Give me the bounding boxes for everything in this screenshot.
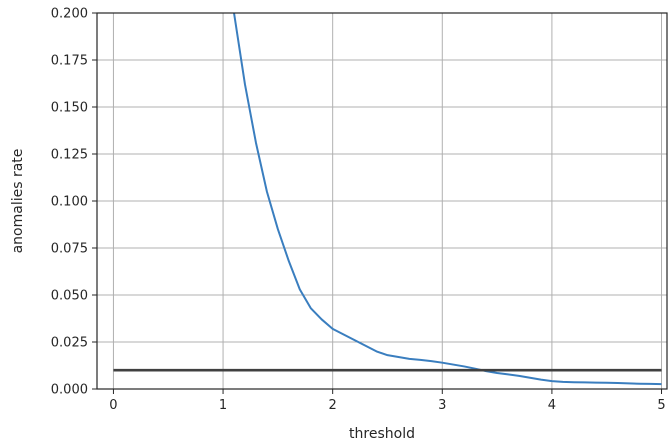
- y-tick-label: 0.050: [51, 289, 88, 304]
- grid-lines: [97, 12, 667, 390]
- anomalies-rate-line: [233, 12, 662, 386]
- x-tick-label: 3: [438, 398, 446, 413]
- y-tick-label: 0.025: [51, 336, 88, 351]
- x-tick-label: 2: [329, 398, 337, 413]
- y-tick-label: 0.125: [51, 148, 88, 163]
- x-tick-label: 0: [109, 398, 117, 413]
- y-tick-label: 0.075: [51, 242, 88, 257]
- x-axis-ticks: 0 1 2 3 4 5: [109, 389, 666, 413]
- y-axis-label: anomalies rate: [10, 149, 26, 254]
- y-tick-label: 0.100: [51, 195, 88, 210]
- y-tick-label: 0.175: [51, 54, 88, 69]
- series-layer: [113, 12, 662, 386]
- y-tick-label: 0.000: [51, 383, 88, 398]
- y-tick-label: 0.200: [51, 7, 88, 22]
- y-tick-label: 0.150: [51, 101, 88, 116]
- x-tick-label: 4: [548, 398, 556, 413]
- x-tick-label: 1: [219, 398, 227, 413]
- x-axis-label: threshold: [349, 426, 415, 442]
- y-axis-ticks: 0.000 0.025 0.050 0.075 0.100 0.125 0.150 0.175…: [51, 7, 97, 398]
- x-tick-label: 5: [657, 398, 665, 413]
